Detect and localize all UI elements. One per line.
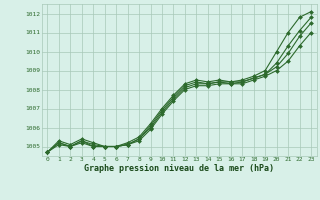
X-axis label: Graphe pression niveau de la mer (hPa): Graphe pression niveau de la mer (hPa) (84, 164, 274, 173)
